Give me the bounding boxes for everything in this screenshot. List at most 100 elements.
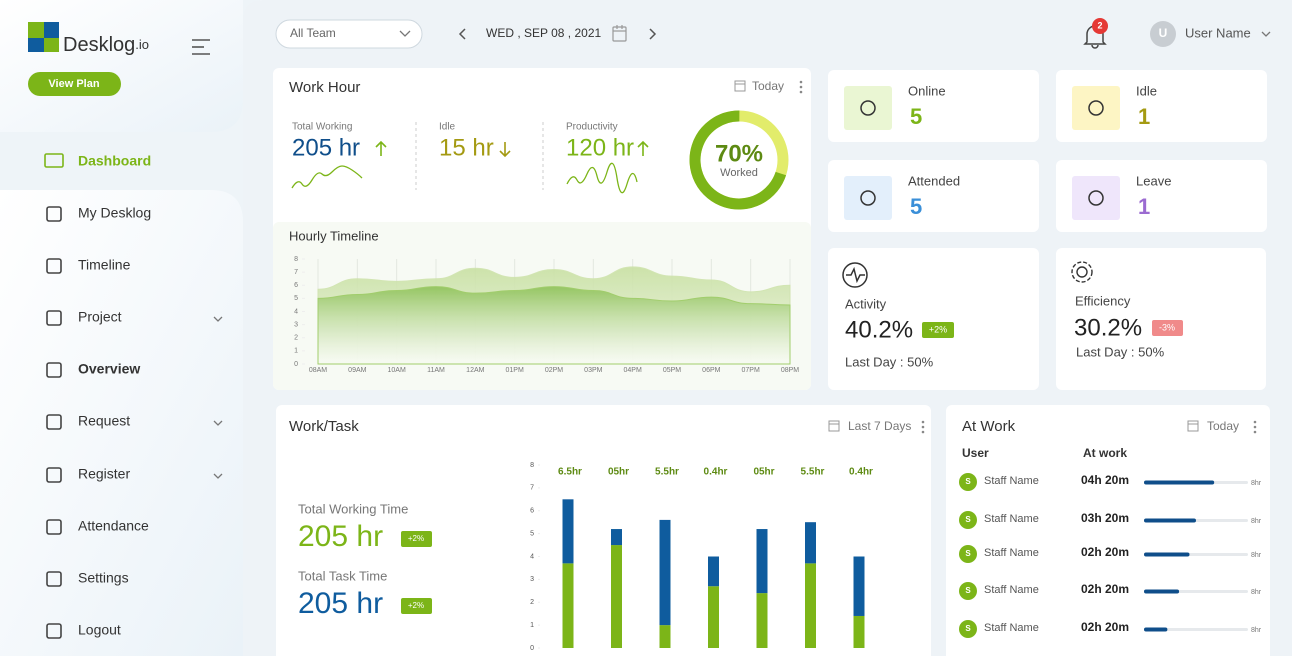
- activity-card: [828, 248, 1039, 390]
- x-tick-label: 08PM: [781, 367, 799, 374]
- y-tick-label: 4: [530, 553, 534, 560]
- bar-segment: [805, 522, 816, 564]
- period-label[interactable]: Last 7 Days: [848, 419, 911, 433]
- efficiency-card: [1056, 248, 1266, 390]
- nav-label[interactable]: Settings: [78, 570, 129, 586]
- user-dropdown[interactable]: [1261, 31, 1271, 37]
- bar-segment: [659, 625, 671, 648]
- progress-bar: [1144, 518, 1196, 523]
- more-menu[interactable]: [799, 80, 803, 94]
- view-plan-button[interactable]: [28, 72, 121, 96]
- efficiency-icon: [1071, 261, 1093, 283]
- avatar[interactable]: [1150, 21, 1176, 47]
- y-tick-label: 3: [530, 576, 534, 583]
- stat-value: 205 hr: [292, 134, 360, 161]
- nav-label[interactable]: Register: [78, 466, 130, 482]
- date-label: WED , SEP 08 , 2021: [486, 26, 601, 40]
- scale-label: 8hr: [1251, 552, 1262, 559]
- more-menu[interactable]: [1253, 420, 1257, 434]
- avatar: [959, 545, 977, 563]
- work-time: 02h 20m: [1081, 545, 1129, 559]
- total-label: Total Task Time: [298, 568, 387, 583]
- avatar-initial: S: [965, 624, 971, 633]
- nav-icon: [46, 467, 62, 483]
- bar-segment: [708, 556, 719, 587]
- stat-value: 120 hr: [566, 134, 634, 161]
- brand-suffix: .io: [135, 37, 149, 52]
- nav-chevron[interactable]: [213, 316, 223, 322]
- status-icon-glyph: [1088, 100, 1104, 116]
- bar-segment: [708, 586, 719, 648]
- bar-segment: [756, 529, 768, 594]
- nav-label[interactable]: Timeline: [78, 257, 131, 273]
- nav-label[interactable]: Logout: [78, 622, 121, 638]
- x-tick-label: 03PM: [584, 367, 602, 374]
- calendar-icon[interactable]: [612, 25, 627, 42]
- activity-value: 40.2%: [845, 316, 913, 343]
- nav-icon: [46, 623, 62, 639]
- avatar: [959, 473, 977, 491]
- column-header: At work: [1083, 446, 1127, 460]
- nav-icon: [46, 414, 62, 430]
- nav-chevron[interactable]: [213, 473, 223, 479]
- nav-label[interactable]: Attendance: [78, 518, 149, 534]
- menu-toggle[interactable]: [192, 39, 210, 55]
- bar-label: 6.5hr: [558, 467, 582, 478]
- work-time: 04h 20m: [1081, 473, 1129, 487]
- y-tick-label: 0: [294, 361, 298, 368]
- more-menu[interactable]: [921, 420, 925, 434]
- y-tick-label: 2: [530, 599, 534, 606]
- at-work-card: [946, 405, 1270, 656]
- change-badge: [922, 322, 954, 338]
- worked-percent: 70%: [715, 140, 763, 167]
- period-label[interactable]: Today: [1207, 419, 1239, 433]
- calendar-icon: [1187, 420, 1199, 432]
- y-tick-label: 6: [294, 282, 298, 289]
- status-icon-glyph: [860, 100, 876, 116]
- y-tick-label: 5: [530, 530, 534, 537]
- prev-date[interactable]: [458, 28, 466, 40]
- totals: Total Working Time 205 hr +2% Total Task Ti…: [298, 501, 432, 620]
- total-value: 205 hr: [298, 520, 383, 553]
- view-plan-label[interactable]: View Plan: [48, 78, 99, 90]
- y-tick-label: 7: [294, 269, 298, 276]
- status-icon-glyph: [1088, 190, 1104, 206]
- card-title: Work/Task: [289, 418, 359, 435]
- nav-chevron[interactable]: [213, 420, 223, 426]
- avatar-initial[interactable]: U: [1159, 26, 1168, 40]
- nav-label[interactable]: Dashboard: [78, 153, 151, 169]
- nav-label[interactable]: Request: [78, 413, 130, 429]
- y-tick-label: 7: [530, 485, 534, 492]
- nav-icon: [46, 362, 62, 378]
- bar-label: 05hr: [753, 467, 774, 478]
- nav-label[interactable]: My Desklog: [78, 205, 151, 221]
- status-value: 5: [910, 194, 922, 219]
- bar-segment: [611, 545, 622, 648]
- at-work-rows: S Staff Name 04h 20m 8hr S Staff Name 03h 20m 8…: [959, 473, 1262, 638]
- nav-label[interactable]: Project: [78, 309, 122, 325]
- x-tick-label: 05PM: [663, 367, 681, 374]
- activity-change: +2%: [929, 324, 947, 334]
- stat-label: Productivity: [566, 122, 618, 133]
- scale-label: 8hr: [1251, 627, 1262, 634]
- status-label: Attended: [908, 173, 960, 188]
- team-filter-label[interactable]: All Team: [290, 26, 336, 40]
- avatar-initial: S: [965, 549, 971, 558]
- period-label[interactable]: Today: [752, 79, 784, 93]
- x-tick-label: 01PM: [506, 367, 524, 374]
- next-date[interactable]: [649, 28, 657, 40]
- x-tick-label: 02PM: [545, 367, 563, 374]
- status-icon-glyph: [860, 190, 876, 206]
- chart-title: Hourly Timeline: [289, 228, 379, 243]
- user-name[interactable]: User Name: [1185, 25, 1251, 40]
- x-tick-label: 07PM: [742, 367, 760, 374]
- team-filter[interactable]: [275, 19, 423, 49]
- x-tick-label: 12AM: [466, 367, 484, 374]
- progress-bar: [1144, 480, 1215, 485]
- area: [317, 286, 791, 365]
- status-icon: [1072, 176, 1120, 220]
- nav-icon: [46, 571, 62, 587]
- nav: Dashboard My Desklog Timeline Project Overvi…: [44, 153, 223, 639]
- progress-bar: [1144, 627, 1168, 632]
- nav-label[interactable]: Overview: [78, 361, 140, 377]
